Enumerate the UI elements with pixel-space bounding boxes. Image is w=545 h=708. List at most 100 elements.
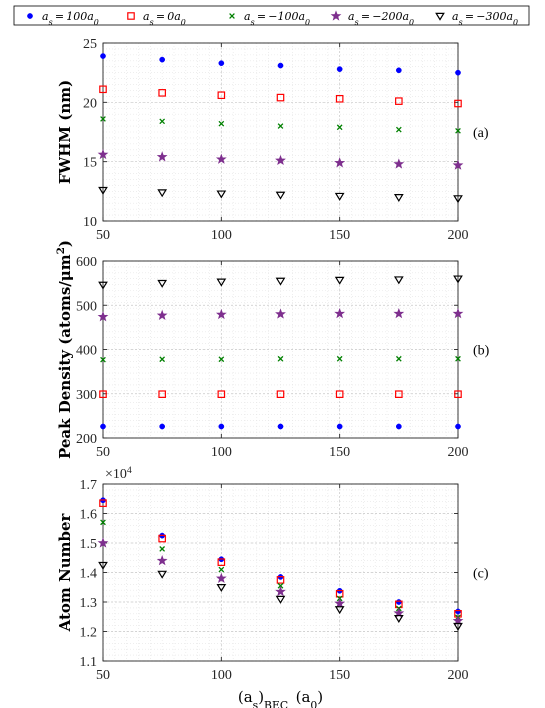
data-point	[156, 151, 168, 162]
data-series	[100, 53, 461, 76]
data-point	[158, 89, 166, 97]
data-point	[335, 94, 344, 103]
y-tick-label: 20	[83, 96, 97, 111]
data-point	[275, 308, 286, 319]
data-point	[218, 423, 225, 430]
y-tick-label: 25	[83, 37, 97, 52]
legend-label: as = −100a0	[244, 10, 310, 27]
data-point	[159, 546, 166, 552]
data-point	[157, 189, 168, 198]
data-point	[159, 356, 166, 363]
data-point	[395, 97, 403, 105]
data-point	[393, 307, 405, 319]
y-tick-label: 500	[76, 299, 97, 314]
y-tick-label: 1.3	[80, 596, 98, 611]
data-point	[159, 56, 166, 63]
legend: as = 100a0 as = 0a0 as = −100a0 as = −200a0…	[13, 5, 530, 27]
data-point	[216, 583, 227, 593]
x-tick-label: 150	[329, 668, 350, 683]
data-point	[158, 534, 166, 543]
data-point	[277, 62, 284, 69]
data-point	[216, 190, 227, 199]
data-point	[336, 423, 343, 430]
data-point	[452, 159, 464, 170]
data-point	[334, 192, 345, 201]
axis-multiplier: ×104	[105, 465, 132, 483]
x-tick-label: 100	[211, 228, 232, 243]
data-point	[217, 390, 226, 398]
data-point	[334, 606, 345, 615]
legend-entry: as = −200a0	[330, 10, 414, 27]
data-point	[100, 356, 106, 363]
data-point	[455, 423, 461, 430]
data-point	[218, 60, 225, 67]
data-point	[455, 608, 461, 615]
data-point	[453, 622, 463, 631]
data-point	[454, 99, 462, 108]
data-point	[455, 127, 461, 134]
data-point	[99, 85, 107, 94]
data-point	[276, 576, 285, 584]
legend-marker	[435, 12, 445, 21]
x-axis-label: (as)BEC (a0)	[238, 688, 323, 708]
x-tick-label: 50	[96, 228, 110, 243]
x-tick-label: 50	[96, 668, 110, 683]
y-tick-label: 15	[83, 156, 97, 171]
data-point	[97, 311, 109, 322]
x-tick-label: 100	[211, 668, 232, 683]
data-point	[452, 615, 464, 626]
data-point	[100, 423, 106, 430]
data-point	[452, 307, 464, 319]
data-point	[277, 123, 284, 129]
x-tick-label: 200	[448, 668, 469, 683]
data-point	[217, 558, 226, 566]
data-point	[97, 537, 109, 548]
data-series	[97, 307, 464, 322]
data-series	[98, 186, 463, 204]
data-series	[100, 116, 461, 134]
x-tick-label: 100	[211, 445, 232, 460]
data-point	[156, 555, 168, 566]
legend-label: as = −200a0	[348, 10, 414, 27]
data-point	[395, 599, 402, 605]
data-point	[395, 126, 402, 133]
data-point	[215, 308, 227, 320]
data-point	[335, 390, 344, 398]
data-point	[336, 66, 343, 72]
data-point	[453, 195, 463, 204]
y-tick-label: 1.1	[80, 655, 98, 670]
y-tick-label: 600	[76, 255, 97, 270]
y-axis-label: Atom Number	[56, 512, 74, 632]
data-point	[218, 566, 225, 573]
y-tick-label: 1.2	[80, 626, 98, 641]
data-point	[395, 67, 402, 74]
chart-panel: 1.1 1.2 1.3 1.4 1.5 1.6 1.7 50 100 150 200 Atom Num…	[56, 465, 489, 708]
data-point	[99, 499, 107, 507]
data-series	[99, 85, 462, 108]
legend-entry: as = 100a0	[27, 10, 99, 27]
data-point	[215, 572, 227, 583]
data-point	[336, 355, 343, 362]
data-point	[275, 154, 286, 166]
x-tick-label: 150	[329, 445, 350, 460]
legend-marker	[27, 13, 33, 19]
data-point	[395, 355, 402, 362]
data-series	[99, 390, 462, 398]
y-axis-label: Peak Density (atoms/μm2)	[55, 240, 74, 459]
data-point	[393, 194, 404, 203]
y-tick-label: 1.4	[80, 567, 98, 582]
data-point	[159, 423, 166, 430]
data-point	[395, 390, 403, 398]
y-tick-label: 1.7	[80, 478, 98, 493]
data-point	[97, 148, 109, 160]
data-point	[336, 124, 343, 131]
x-tick-label: 50	[96, 445, 110, 460]
data-series	[100, 355, 461, 363]
y-tick-label: 1.6	[80, 508, 98, 523]
data-point	[334, 276, 345, 285]
data-point	[275, 586, 286, 597]
panel-label: (a)	[473, 126, 489, 141]
data-point	[275, 191, 286, 200]
data-point	[216, 278, 227, 287]
data-point	[100, 519, 106, 526]
